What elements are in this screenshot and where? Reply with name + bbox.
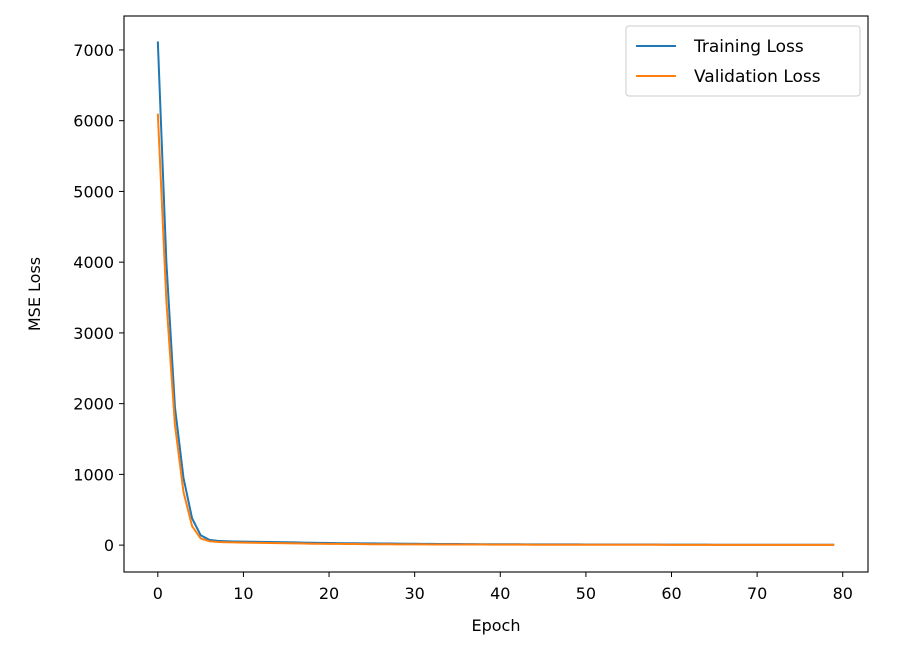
series-line-validation-loss xyxy=(156,113,835,546)
x-tick-label: 30 xyxy=(404,584,424,603)
x-tick-label: 70 xyxy=(747,584,767,603)
x-ticks: 0 10 20 30 40 50 60 70 80 xyxy=(153,572,853,603)
y-tick-label: 6000 xyxy=(73,112,114,131)
x-axis-label: Epoch xyxy=(472,616,521,635)
y-tick-label: 5000 xyxy=(73,182,114,201)
y-tick-label: 0 xyxy=(104,536,114,555)
legend-box xyxy=(625,25,861,97)
x-tick-label: 50 xyxy=(576,584,596,603)
x-tick-label: 20 xyxy=(319,584,339,603)
axes-frame xyxy=(123,15,869,573)
x-tick-label: 0 xyxy=(153,584,163,603)
y-ticks: 0 1000 2000 3000 4000 5000 6000 7000 xyxy=(73,41,124,555)
legend: Training Loss Validation Loss xyxy=(625,25,861,97)
x-tick-label: 40 xyxy=(490,584,510,603)
y-axis-label: MSE Loss xyxy=(25,257,44,331)
x-tick-label: 60 xyxy=(661,584,681,603)
y-tick-label: 7000 xyxy=(73,41,114,60)
series-line-training-loss xyxy=(156,41,835,546)
y-tick-label: 1000 xyxy=(73,465,114,484)
legend-label-validation-loss: Validation Loss xyxy=(694,67,821,87)
y-tick-label: 4000 xyxy=(73,253,114,272)
y-tick-label: 3000 xyxy=(73,324,114,343)
plot-area xyxy=(156,41,835,546)
y-tick-label: 2000 xyxy=(73,395,114,414)
x-tick-label: 10 xyxy=(233,584,253,603)
x-tick-label: 80 xyxy=(833,584,853,603)
legend-label-training-loss: Training Loss xyxy=(693,37,804,57)
